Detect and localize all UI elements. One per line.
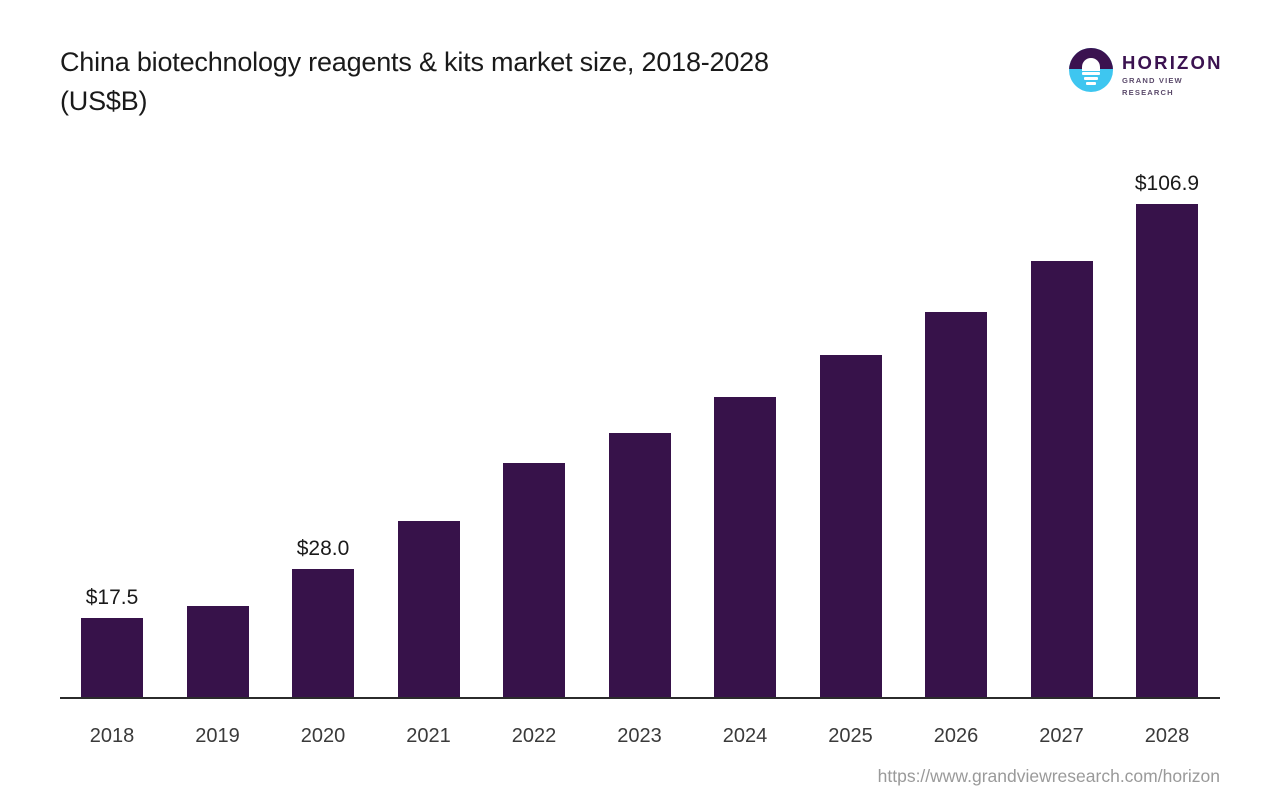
x-tick-label-2020: 2020	[300, 725, 346, 747]
bar-value-label-2018: $17.5	[85, 586, 139, 609]
horizon-sun-circle-icon	[1069, 48, 1113, 92]
bar-rect-2024	[714, 396, 776, 697]
bar-rect-2022	[503, 462, 565, 697]
logo-wordmark: HORIZON	[1122, 52, 1223, 73]
source-url[interactable]: https://www.grandviewresearch.com/horizo…	[877, 766, 1220, 786]
horizon-logo[interactable]: HORIZON GRAND VIEW RESEARCH	[1069, 46, 1229, 97]
x-tick-label-2021: 2021	[406, 725, 451, 747]
bar-value-label-2020: $28.0	[296, 537, 350, 561]
logo-line-three	[1086, 82, 1096, 85]
bar-rect-2025	[819, 354, 882, 697]
x-axis-line	[60, 697, 1220, 699]
x-tick-label-2026: 2026	[933, 725, 979, 747]
bar-rect-2027	[1030, 261, 1093, 697]
bar-value-label-2028: $106.9	[1134, 172, 1200, 195]
x-tick-label-2025: 2025	[828, 725, 873, 747]
bar-rect-2020	[292, 569, 354, 697]
bar-rect-2023	[608, 432, 671, 697]
bar-rect-2026	[925, 312, 987, 697]
bar-rect-2019	[186, 606, 249, 697]
x-tick-label-2018: 2018	[89, 725, 135, 747]
logo-tagline: GRAND VIEW RESEARCH	[1122, 76, 1183, 97]
bar-rect-2021	[397, 520, 460, 697]
logo-dome-shape	[1082, 58, 1100, 71]
x-tick-label-2027: 2027	[1039, 725, 1084, 747]
x-tick-label-2019: 2019	[195, 725, 240, 747]
logo-line-one	[1082, 72, 1100, 75]
x-tick-label-2024: 2024	[722, 725, 768, 747]
bar-rect-2028	[1136, 204, 1198, 697]
chart-header: China biotechnology reagents & kits mark…	[0, 0, 1280, 150]
x-tick-label-2022: 2022	[511, 725, 557, 747]
page-title: China biotechnology reagents & kits mark…	[60, 47, 769, 116]
logo-text-block: HORIZON GRAND VIEW RESEARCH	[1122, 52, 1232, 99]
logo-line-two	[1084, 77, 1098, 80]
x-tick-label-2023: 2023	[617, 725, 662, 747]
x-tick-label-2028: 2028	[1144, 725, 1190, 747]
bar-rect-2018	[81, 618, 143, 697]
